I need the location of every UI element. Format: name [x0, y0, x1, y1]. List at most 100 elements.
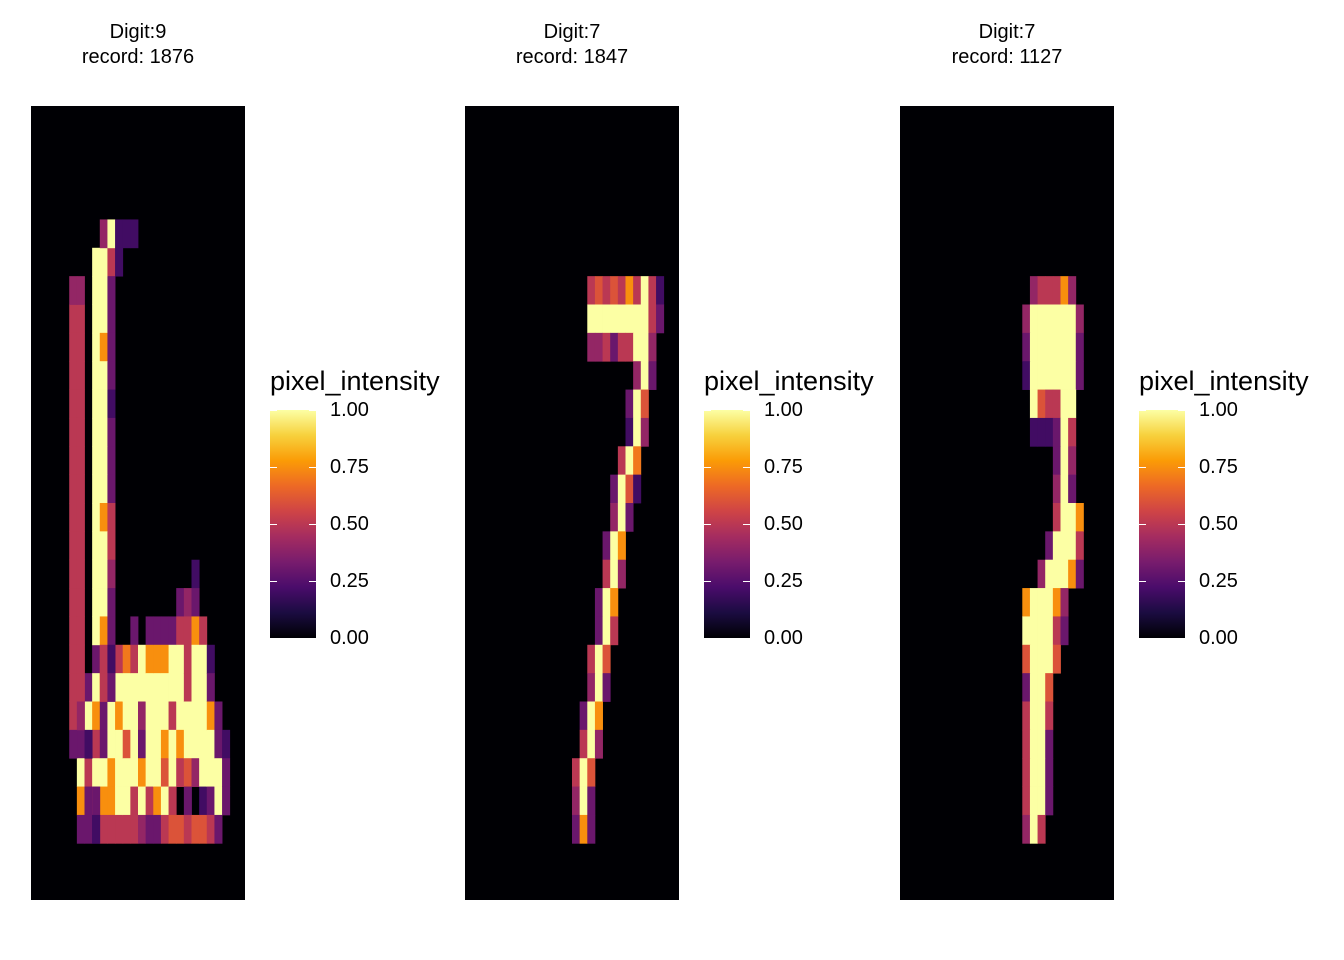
heatmap-cell: [92, 446, 101, 476]
heatmap-cell: [69, 276, 78, 305]
heatmap-cell: [1045, 531, 1054, 561]
heatmap-cell: [160, 644, 169, 674]
heatmap-cell: [1029, 616, 1038, 646]
heatmap-cell: [633, 474, 642, 504]
heatmap-cell: [594, 644, 603, 674]
colorbar-tick-mark: [1139, 638, 1146, 639]
heatmap-cell: [160, 814, 169, 844]
legend-title: pixel_intensity: [704, 366, 874, 396]
heatmap-cell: [1022, 673, 1031, 702]
heatmap-cell: [92, 588, 101, 617]
heatmap-cell: [145, 814, 154, 844]
heatmap-cell: [214, 814, 223, 844]
heatmap-cell: [1029, 814, 1038, 844]
heatmap-cell: [1037, 729, 1046, 759]
colorbar-tick-mark: [704, 467, 711, 468]
heatmap-cell: [587, 673, 596, 702]
colorbar-tick-mark: [1139, 410, 1146, 411]
heatmap-cell: [69, 332, 78, 362]
heatmap-cell: [69, 588, 78, 617]
heatmap-cell: [92, 304, 101, 334]
title-line-record: record: 1127: [951, 46, 1063, 68]
heatmap-cell: [145, 758, 154, 787]
heatmap-cell: [122, 786, 131, 816]
heatmap-cell: [1037, 814, 1046, 844]
heatmap-cell: [122, 814, 131, 844]
heatmap-cell: [160, 673, 169, 702]
heatmap-cell: [99, 503, 108, 532]
heatmap-cell: [138, 814, 147, 844]
colorbar-tick-label: 0.25: [1199, 570, 1238, 592]
heatmap-cell: [1060, 616, 1069, 646]
heatmap-cell: [122, 644, 131, 674]
heatmap-cell: [160, 729, 169, 759]
colorbar-tick-mark: [1178, 638, 1185, 639]
colorbar-tick-label: 0.75: [330, 456, 369, 478]
colorbar-tick-mark: [270, 410, 277, 411]
heatmap-cell: [587, 786, 596, 816]
heatmap-cell: [1045, 673, 1054, 702]
heatmap-cell: [99, 814, 108, 844]
heatmap-cell: [107, 644, 116, 674]
heatmap-cell: [99, 446, 108, 476]
heatmap-cell: [617, 474, 626, 504]
heatmap-cell: [107, 474, 116, 504]
heatmap-cell: [122, 729, 131, 759]
heatmap-cell: [1052, 304, 1061, 334]
heatmap-cell: [1029, 332, 1038, 362]
heatmap-cell: [222, 786, 231, 816]
heatmap-cell: [99, 304, 108, 334]
heatmap-cell: [92, 673, 101, 702]
heatmap-cell: [199, 644, 208, 674]
heatmap-cell: [99, 729, 108, 759]
heatmap-cell: [1060, 474, 1069, 504]
heatmap-cell: [1037, 276, 1046, 305]
heatmap-cell: [168, 814, 177, 844]
heatmap-cell: [617, 446, 626, 476]
title-line-digit: Digit:9: [109, 21, 167, 43]
heatmap-cell: [92, 389, 101, 419]
heatmap-cell: [183, 701, 192, 731]
heatmap-cell: [594, 332, 603, 362]
heatmap-cell: [199, 616, 208, 646]
heatmap-cell: [625, 503, 634, 532]
heatmap-cell: [1037, 361, 1046, 390]
heatmap-cell: [1052, 474, 1061, 504]
colorbar-tick-mark: [704, 410, 711, 411]
heatmap-cell: [640, 361, 649, 390]
heatmap-cell: [656, 304, 665, 334]
heatmap-cell: [176, 616, 185, 646]
heatmap-cell: [1045, 559, 1054, 589]
heatmap-cell: [1075, 503, 1084, 532]
heatmap-cell: [587, 304, 596, 334]
heatmap-cell: [1060, 588, 1069, 617]
heatmap-cell: [168, 786, 177, 816]
heatmap-cell: [640, 417, 649, 447]
colorbar-tick-label: 0.00: [764, 627, 803, 649]
colorbar: [270, 410, 316, 638]
heatmap-cell: [168, 673, 177, 702]
heatmap-cell: [1037, 332, 1046, 362]
heatmap-cell: [1075, 332, 1084, 362]
heatmap-cell: [92, 276, 101, 305]
heatmap-cell: [115, 673, 124, 702]
colorbar-tick-mark: [1139, 581, 1146, 582]
heatmap-cell: [122, 673, 131, 702]
heatmap-cell: [610, 276, 619, 305]
heatmap-cell: [214, 786, 223, 816]
heatmap-cell: [610, 559, 619, 589]
heatmap-cell: [1068, 417, 1077, 447]
heatmap-cell: [69, 673, 78, 702]
heatmap-cell: [587, 332, 596, 362]
heatmap-cell: [138, 673, 147, 702]
heatmap-cell: [1068, 332, 1077, 362]
heatmap-cell: [594, 673, 603, 702]
heatmap-cell: [145, 701, 154, 731]
heatmap-cell: [587, 644, 596, 674]
heatmap-cell: [1022, 361, 1031, 390]
heatmap-cell: [69, 644, 78, 674]
heatmap-cell: [76, 588, 85, 617]
heatmap-cell: [594, 729, 603, 759]
heatmap-cell: [76, 474, 85, 504]
colorbar-tick-label: 0.00: [330, 627, 369, 649]
